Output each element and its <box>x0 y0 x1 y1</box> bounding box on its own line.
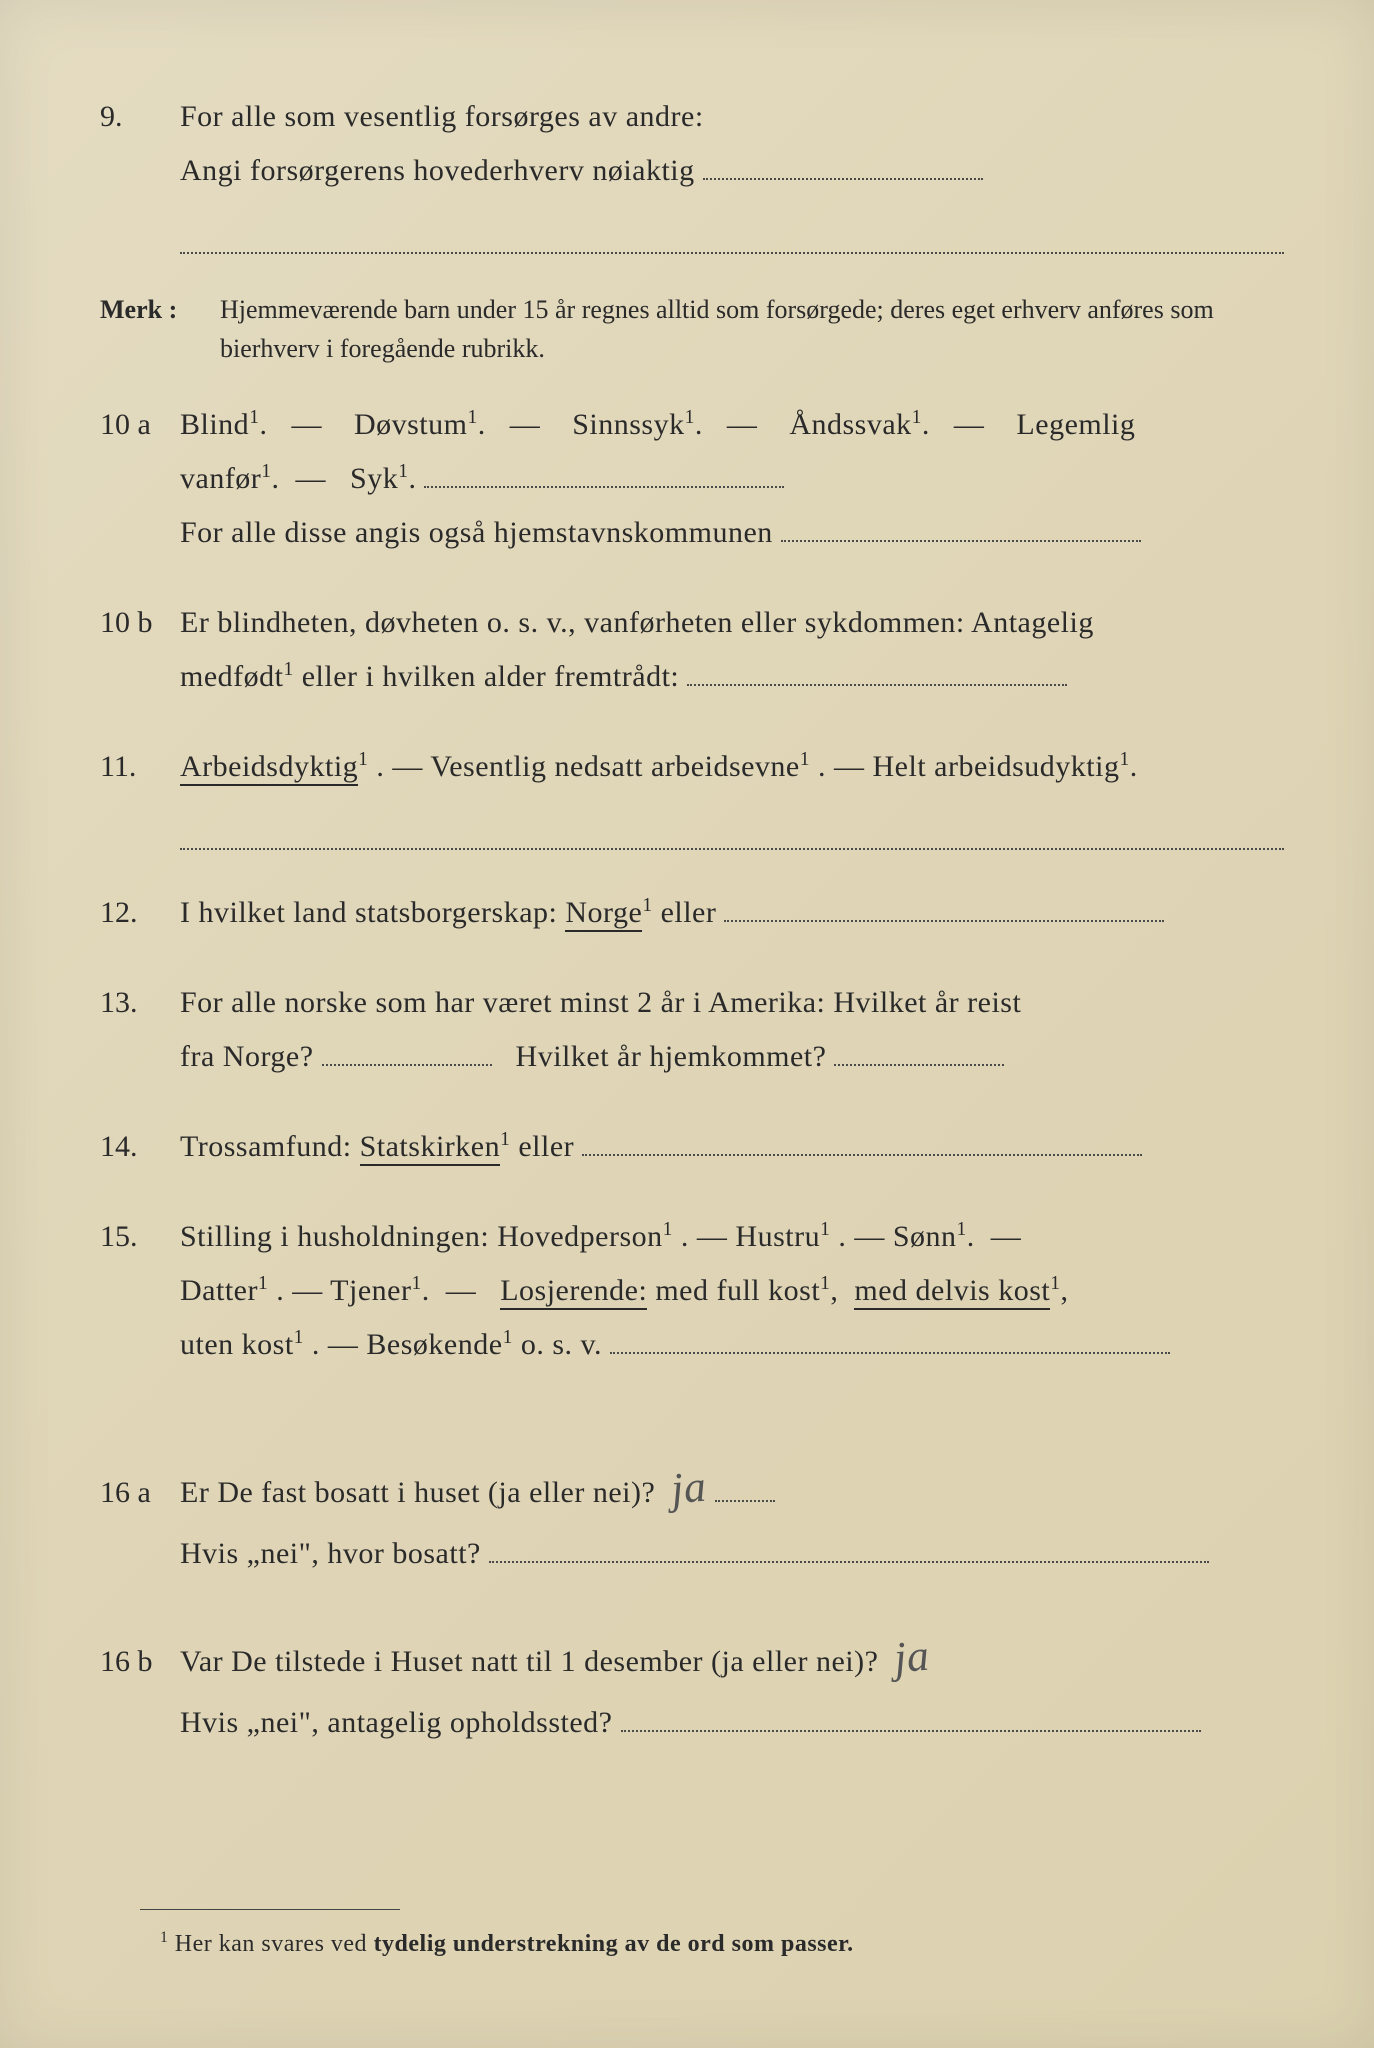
question-14: 14. Trossamfund: Statskirken1 eller <box>90 1120 1284 1174</box>
blank-line <box>724 895 1164 922</box>
q9-line2: Angi forsørgerens hovederhverv nøiaktig <box>180 154 695 187</box>
handwritten-answer-16b: ja <box>891 1616 933 1698</box>
footnote: 1 Her kan svares ved tydelig understrekn… <box>160 1929 1254 1958</box>
q14-number: 14. <box>90 1120 180 1174</box>
underlined-arbeidsdyktig: Arbeidsdyktig <box>180 750 358 786</box>
q9-line1: For alle som vesentlig forsørges av andr… <box>180 90 1284 144</box>
question-10b: 10 b Er blindheten, døvheten o. s. v., v… <box>90 596 1284 704</box>
census-form-page: 9. For alle som vesentlig forsørges av a… <box>0 0 1374 2048</box>
question-16b: 16 b Var De tilstede i Huset natt til 1 … <box>90 1617 1284 1750</box>
blank-line <box>489 1536 1209 1563</box>
merk-label: Merk : <box>90 290 220 368</box>
blank-line <box>687 659 1067 686</box>
q9-number: 9. <box>90 90 180 144</box>
blank-line <box>180 206 1284 254</box>
q16b-number: 16 b <box>90 1635 180 1689</box>
q15-number: 15. <box>90 1210 180 1264</box>
underlined-losjerende: Losjerende: <box>500 1274 647 1310</box>
footnote-rule <box>140 1909 400 1910</box>
blank-line <box>322 1039 492 1066</box>
q11-number: 11. <box>90 740 180 794</box>
question-16a: 16 a Er De fast bosatt i huset (ja eller… <box>90 1448 1284 1581</box>
q10a-number: 10 a <box>90 398 180 452</box>
q13-number: 13. <box>90 976 180 1030</box>
blank-line <box>610 1327 1170 1354</box>
question-9: 9. For alle som vesentlig forsørges av a… <box>90 90 1284 254</box>
blank-line <box>424 461 784 488</box>
question-12: 12. I hvilket land statsborgerskap: Norg… <box>90 886 1284 940</box>
question-15: 15. Stilling i husholdningen: Hovedperso… <box>90 1210 1284 1372</box>
blank-line <box>834 1039 1004 1066</box>
merk-text: Hjemmeværende barn under 15 år regnes al… <box>220 290 1284 368</box>
question-13: 13. For alle norske som har været minst … <box>90 976 1284 1084</box>
underlined-meddelvis: med delvis kost <box>854 1274 1050 1310</box>
blank-line <box>582 1129 1142 1156</box>
q10b-number: 10 b <box>90 596 180 650</box>
blank-line <box>621 1705 1201 1732</box>
blank-line <box>180 802 1284 850</box>
q12-number: 12. <box>90 886 180 940</box>
q16a-number: 16 a <box>90 1466 180 1520</box>
handwritten-answer-16a: ja <box>668 1447 710 1529</box>
underlined-statskirken: Statskirken <box>360 1130 501 1166</box>
question-10a: 10 a Blind1. — Døvstum1. — Sinnssyk1. — … <box>90 398 1284 560</box>
blank-line <box>781 515 1141 542</box>
underlined-norge: Norge <box>565 896 642 932</box>
question-11: 11. Arbeidsdyktig1 . — Vesentlig nedsatt… <box>90 740 1284 850</box>
blank-line <box>703 153 983 180</box>
blank-line <box>715 1475 775 1502</box>
merk-note: Merk : Hjemmeværende barn under 15 år re… <box>90 290 1284 368</box>
